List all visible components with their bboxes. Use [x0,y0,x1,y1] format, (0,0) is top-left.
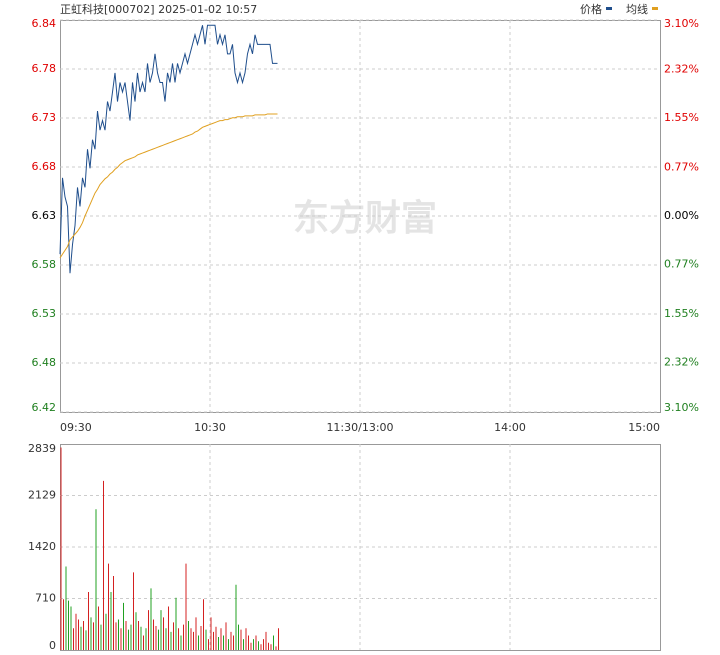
volume-tick-label: 710 [35,591,56,604]
chart-title: 正虹科技[000702] 2025-01-02 10:57 [60,2,257,16]
y-tick-label: 6.48 [32,356,57,369]
watermark: 东方财富 [293,197,437,239]
legend-label: 均线 [626,2,648,16]
y2-tick-label: 1.55% [664,111,699,124]
x-tick-label: 14:00 [494,421,526,434]
x-tick-label: 09:30 [60,421,92,434]
volume-tick-label: 2839 [28,442,56,455]
y-tick-label: 6.63 [32,209,57,222]
series-line [59,113,278,259]
y-tick-label: 6.73 [32,111,57,124]
legend-swatch [652,7,658,10]
y-tick-label: 6.84 [32,17,57,30]
volume-tick-label: 2129 [28,489,56,502]
y2-tick-label: 2.32% [664,62,699,75]
volume-tick-label: 0 [49,639,56,652]
y2-tick-label: 3.10% [664,401,699,414]
y-tick-label: 6.53 [32,307,57,320]
x-tick-label: 10:30 [194,421,226,434]
y-tick-label: 6.42 [32,401,57,414]
series-line [59,24,278,274]
y2-tick-label: 0.77% [664,160,699,173]
legend-swatch [606,7,612,10]
x-tick-label: 11:30/13:00 [326,421,393,434]
y-tick-label: 6.68 [32,160,57,173]
legend-label: 价格 [580,2,602,16]
y2-tick-label: 3.10% [664,17,699,30]
y2-tick-label: 2.32% [664,356,699,369]
y2-tick-label: 0.00% [664,209,699,222]
volume-tick-label: 1420 [28,540,56,553]
x-tick-label: 15:00 [628,421,660,434]
y2-tick-label: 1.55% [664,307,699,320]
y2-tick-label: 0.77% [664,258,699,271]
y-tick-label: 6.78 [32,62,57,75]
y-tick-label: 6.58 [32,258,57,271]
